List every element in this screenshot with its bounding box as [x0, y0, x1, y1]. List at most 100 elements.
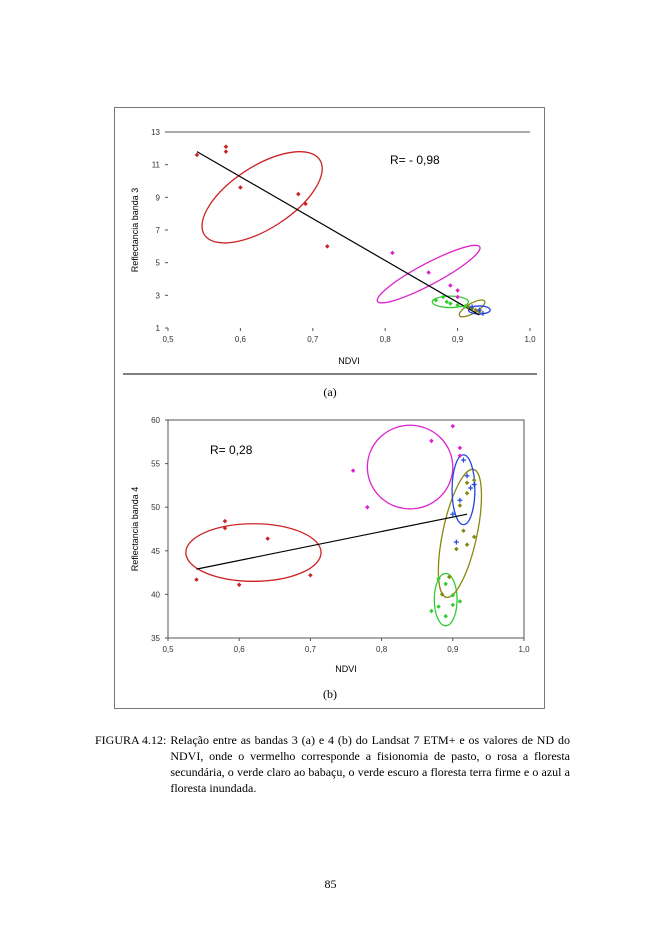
y-axis-label-a: Reflectancia banda 3 — [130, 188, 140, 273]
point-pasto — [223, 144, 229, 149]
point-inundada — [464, 473, 470, 479]
point-terra-firme — [464, 542, 470, 547]
point-pasto — [325, 244, 330, 249]
point-pasto — [194, 152, 200, 158]
x-tick-label: 0,6 — [235, 335, 247, 344]
point-inundada — [453, 539, 459, 545]
point-floresta-secundaria — [455, 288, 460, 293]
ellipse-inundada — [451, 454, 476, 526]
y-axis-label-b: Reflectancia banda 4 — [130, 487, 140, 572]
point-babacu — [450, 602, 456, 608]
x-tick-label: 0,8 — [376, 645, 388, 654]
point-terra-firme — [464, 490, 470, 496]
x-tick-label: 0,7 — [307, 335, 319, 344]
trendline-b — [196, 513, 468, 570]
y-tick-label: 7 — [156, 226, 161, 235]
point-floresta-secundaria — [448, 283, 453, 288]
y-tick-label: 13 — [151, 128, 160, 137]
point-babacu — [443, 613, 448, 619]
ellipse-floresta-secundaria — [366, 424, 454, 510]
point-babacu — [450, 593, 456, 598]
caption-text: Relação entre as bandas 3 (a) e 4 (b) do… — [170, 733, 570, 795]
point-floresta-secundaria — [426, 270, 431, 275]
chart-b: 0,5 0,6 0,7 0,8 0,9 1,0 60 55 50 45 40 35 R= 0,28 N… — [130, 416, 530, 701]
point-terra-firme — [466, 304, 471, 310]
x-tick-label: 1,0 — [524, 335, 536, 344]
x-tick-label: 0,8 — [380, 335, 392, 344]
y-tick-label: 55 — [151, 460, 160, 469]
point-terra-firme — [439, 592, 445, 597]
point-pasto — [223, 149, 229, 154]
plot-area-border — [167, 419, 525, 639]
point-pasto — [296, 191, 301, 197]
point-pasto — [236, 582, 242, 588]
ellipse-babacu — [431, 295, 470, 309]
annotation-a: R= - 0,98 — [390, 153, 440, 167]
point-inundada — [460, 457, 466, 463]
y-tick-label: 9 — [156, 193, 161, 202]
y-tick-label: 60 — [151, 416, 160, 425]
figure-frame — [114, 107, 545, 709]
point-floresta-secundaria — [390, 250, 395, 256]
point-terra-firme — [457, 503, 463, 508]
y-tick-label: 35 — [151, 634, 160, 643]
point-pasto — [194, 577, 199, 582]
x-tick-label: 1,0 — [518, 645, 530, 654]
y-tick-label: 11 — [152, 161, 161, 170]
point-pasto — [265, 536, 270, 541]
point-terra-firme — [461, 528, 466, 534]
point-inundada — [471, 482, 477, 488]
panel-label-b: (b) — [323, 687, 337, 701]
point-babacu — [440, 294, 446, 300]
y-tick-label: 45 — [151, 547, 160, 556]
point-inundada — [476, 307, 482, 313]
point-babacu — [429, 608, 434, 614]
y-tick-label: 50 — [151, 503, 160, 512]
x-axis-label-b: NDVI — [335, 664, 357, 674]
point-babacu — [436, 604, 441, 609]
x-tick-label: 0,5 — [162, 335, 174, 344]
y-tick-label: 1 — [156, 324, 161, 333]
page-number: 85 — [324, 877, 337, 891]
point-babacu — [455, 302, 460, 308]
ellipse-inundada — [467, 305, 491, 315]
point-pasto — [308, 572, 313, 578]
point-terra-firme — [471, 477, 477, 483]
y-tick-label: 3 — [156, 291, 161, 300]
point-babacu — [443, 581, 448, 587]
point-terra-firme — [454, 546, 459, 552]
point-floresta-secundaria — [450, 423, 456, 429]
point-inundada — [457, 497, 463, 503]
point-pasto — [222, 518, 228, 524]
point-babacu — [457, 599, 463, 604]
ellipse-pasto — [185, 523, 322, 582]
point-floresta-secundaria — [350, 468, 356, 473]
ellipse-terra-firme — [437, 468, 483, 599]
annotation-b: R= 0,28 — [210, 443, 253, 457]
ellipse-babacu — [433, 572, 458, 627]
point-floresta-secundaria — [455, 294, 460, 300]
point-floresta-secundaria — [429, 438, 434, 444]
point-terra-firme — [464, 480, 470, 486]
y-tick-label: 40 — [151, 590, 160, 599]
x-tick-label: 0,6 — [234, 645, 246, 654]
trendline-a — [196, 151, 480, 316]
figure-caption: FIGURA 4.12: Relação entre as bandas 3 (… — [95, 732, 570, 796]
point-babacu — [433, 297, 439, 303]
caption-label: FIGURA 4.12: — [95, 733, 167, 747]
y-tick-label: 5 — [156, 259, 161, 268]
point-floresta-secundaria — [457, 445, 463, 451]
point-babacu — [448, 301, 453, 306]
point-pasto — [238, 185, 243, 190]
point-babacu — [444, 299, 450, 305]
point-floresta-secundaria — [457, 453, 463, 459]
point-terra-firme — [446, 574, 452, 580]
x-tick-label: 0,9 — [452, 335, 464, 344]
chart-a: 0,5 0,6 0,7 0,8 0,9 1,0 13 11 9 7 5 3 1 R= - 0,98 ND… — [123, 128, 537, 399]
ellipse-floresta-secundaria — [376, 244, 481, 304]
panel-label-a: (a) — [323, 385, 336, 399]
x-axis-label-a: NDVI — [338, 356, 360, 366]
x-tick-label: 0,7 — [305, 645, 317, 654]
x-tick-label: 0,9 — [447, 645, 459, 654]
point-inundada — [450, 511, 456, 517]
